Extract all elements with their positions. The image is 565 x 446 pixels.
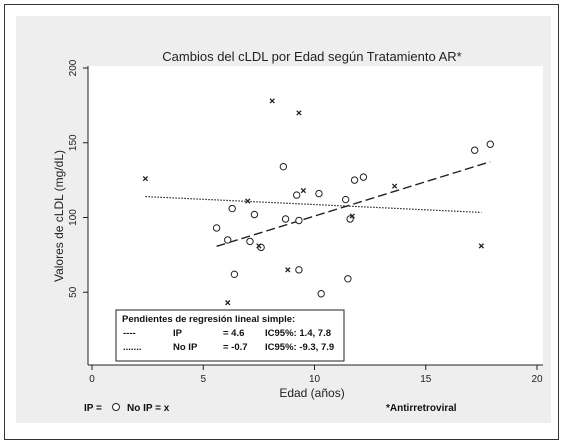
legend-slope: = 4.6	[223, 328, 244, 339]
data-point-no-ip	[245, 198, 251, 204]
data-point-ip	[224, 236, 232, 244]
legend-slope: = -0.7	[223, 342, 248, 353]
data-point-ip	[250, 210, 259, 219]
data-point-ip	[230, 270, 239, 279]
data-point-no-ip	[285, 267, 291, 273]
y-tick-label: 150	[68, 134, 79, 151]
x-tick-label: 20	[531, 374, 543, 385]
data-point-no-ip	[225, 300, 231, 306]
y-tick-label: 100	[68, 209, 79, 226]
data-point-ip	[281, 215, 290, 223]
data-point-ip	[341, 195, 350, 204]
y-tick-label: 200	[68, 59, 79, 76]
legend-line-sample: .......	[123, 342, 141, 353]
footer-ip-circle-icon	[112, 403, 120, 411]
data-point-no-ip	[391, 183, 398, 189]
footer-note: *Antirretroviral	[386, 403, 457, 414]
data-point-ip	[344, 275, 352, 283]
data-point-ip	[228, 204, 236, 213]
data-point-no-ip	[296, 110, 302, 116]
data-point-no-ip	[478, 243, 485, 249]
y-tick-label: 50	[68, 286, 79, 298]
regression-line-ip	[216, 161, 491, 248]
legend-line-sample: ----	[123, 328, 136, 339]
data-point-ip	[295, 216, 303, 225]
y-axis-label: Valores de cLDL (mg/dL)	[52, 150, 66, 282]
chart-title: Cambios del cLDL por Edad según Tratamie…	[162, 49, 461, 64]
legend-series-label: IP	[173, 328, 183, 339]
legend-ci: IC95%: -9.3, 7.9	[265, 342, 334, 353]
data-point-ip	[359, 173, 368, 181]
footer-ip-label: IP =	[84, 403, 102, 414]
data-point-no-ip	[256, 243, 262, 249]
data-point-ip	[350, 176, 359, 184]
data-point-no-ip	[349, 213, 355, 219]
data-point-no-ip	[142, 175, 149, 182]
data-point-ip	[295, 266, 303, 274]
legend-title: Pendientes de regresión lineal simple:	[122, 314, 295, 325]
legend-box	[115, 309, 345, 362]
legend-ci: IC95%: 1.4, 7.8	[265, 328, 331, 339]
data-point-no-ip	[300, 187, 307, 194]
regression-line-no-ip	[145, 195, 482, 214]
x-tick-label: 10	[309, 374, 321, 385]
x-tick-label: 0	[89, 374, 95, 385]
x-axis-label: Edad (años)	[279, 386, 344, 400]
x-tick-label: 5	[200, 374, 206, 385]
data-point-ip	[315, 189, 323, 198]
legend-series-label: No IP	[173, 342, 198, 353]
data-point-ip	[212, 224, 221, 232]
data-point-ip	[471, 146, 479, 154]
footer-no-ip-label: No IP = x	[127, 403, 170, 414]
data-point-ip	[293, 191, 301, 199]
x-tick-label: 15	[420, 374, 432, 385]
data-point-ip	[486, 140, 494, 148]
data-point-ip	[279, 162, 288, 171]
data-point-ip	[246, 237, 254, 246]
data-point-no-ip	[269, 98, 275, 104]
data-point-ip	[317, 290, 325, 298]
